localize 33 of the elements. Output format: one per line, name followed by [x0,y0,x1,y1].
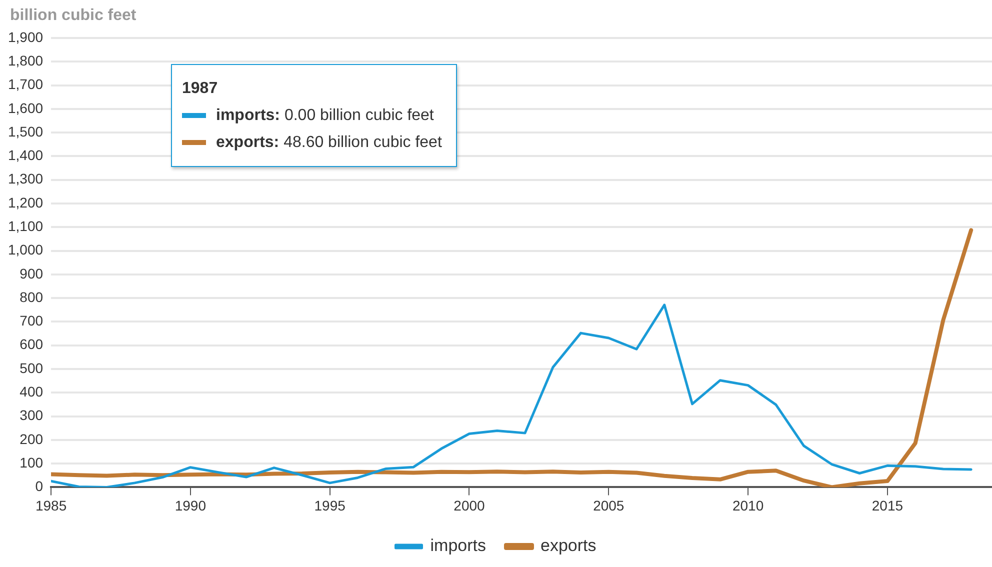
legend-label: imports [430,536,486,556]
y-tick-label: 600 [20,336,44,352]
annotation: imports: 0.00 billion cubic feet [216,106,434,126]
y-tick-label: 1,500 [8,123,44,140]
y-tick-label: 1,400 [8,147,44,164]
y-tick-label: 1,900 [8,28,44,45]
y-tick-label: 500 [20,360,44,376]
y-tick-label: 1,600 [8,100,44,116]
x-tick-label: 1990 [174,497,206,514]
y-tick-label: 0 [35,478,44,494]
x-tick-label: 2010 [732,497,764,514]
x-tick-label: 1995 [314,497,346,514]
y-axis-title: billion cubic feet [10,7,136,25]
x-tick-label: 2015 [872,497,904,514]
y-tick-label: 800 [20,288,44,305]
y-tick-label: 100 [20,454,44,470]
y-tick-label: 300 [20,407,44,424]
y-tick-label: 700 [20,312,44,329]
x-tick-label: 1985 [35,497,67,514]
y-tick-label: 1,100 [8,218,44,234]
y-tick-label: 1,200 [8,194,44,210]
y-tick-label: 1,800 [8,52,44,68]
y-tick-label: 200 [20,430,44,447]
y-tick-label: 400 [20,383,44,400]
y-tick-label: 1,700 [8,76,44,92]
y-tick-label: 1,000 [8,242,44,258]
x-tick-label: 2005 [593,497,624,514]
y-tick-label: 900 [20,265,44,282]
legend-label: exports [540,536,596,556]
annotation: 1987 [182,79,219,99]
x-tick-label: 2000 [454,497,486,514]
annotation: exports: 48.60 billion cubic feet [216,133,442,153]
y-tick-label: 1,300 [8,170,44,187]
